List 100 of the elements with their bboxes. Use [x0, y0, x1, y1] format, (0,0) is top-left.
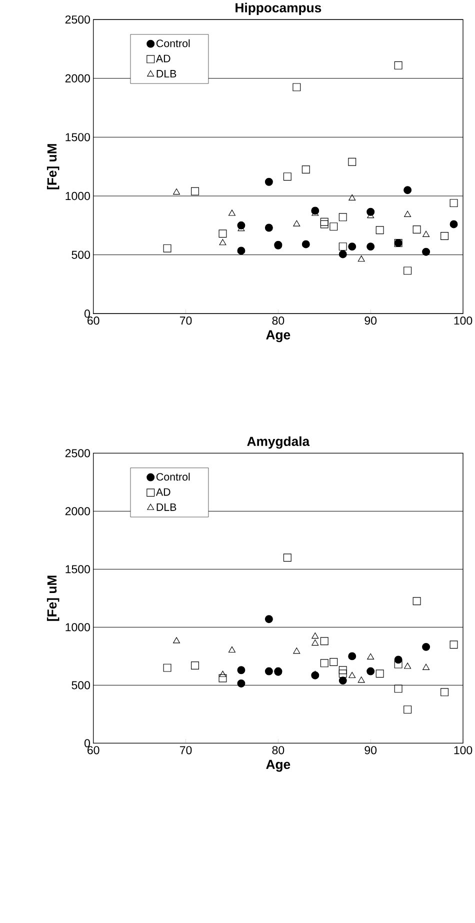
chart-title: Hippocampus: [235, 2, 321, 15]
point: [338, 250, 347, 258]
point: [376, 226, 384, 234]
y-tick-label: 2000: [65, 507, 90, 516]
point: [422, 230, 430, 237]
point: [450, 199, 458, 208]
point: [348, 652, 356, 660]
point: [440, 688, 448, 696]
point: [237, 246, 246, 255]
point: [218, 674, 227, 682]
x-tick-label: 70: [180, 746, 192, 754]
x-tick-label: 100: [454, 316, 472, 325]
legend-label: Control: [156, 472, 190, 481]
point: [338, 670, 347, 678]
y-axis-title: [Fe] uM: [46, 144, 60, 190]
y-tick-label: 500: [72, 681, 90, 690]
point: [293, 220, 300, 226]
point: [163, 664, 172, 672]
point: [348, 672, 356, 678]
point: [264, 615, 273, 624]
point: [329, 658, 338, 666]
legend-label: Control: [156, 39, 190, 48]
point: [338, 213, 347, 222]
point: [412, 226, 421, 234]
point: [403, 706, 412, 714]
point: [394, 660, 402, 668]
point: [293, 648, 300, 654]
point: [292, 83, 300, 92]
x-axis-title: Age: [266, 330, 290, 342]
point: [366, 208, 374, 216]
y-tick-label: 500: [72, 250, 90, 259]
point: [376, 670, 384, 678]
y-axis-title: [Fe] uM: [46, 576, 60, 621]
y-tick-label: 1000: [66, 192, 90, 200]
point: [190, 661, 199, 670]
x-tick-label: 90: [364, 316, 376, 325]
point: [403, 266, 412, 275]
point: [422, 642, 430, 651]
point: [403, 186, 412, 194]
x-tick-label: 90: [364, 746, 376, 754]
x-tick-label: 60: [87, 746, 100, 754]
y-tick-label: 1000: [66, 623, 90, 632]
point: [320, 218, 328, 226]
point: [394, 61, 402, 70]
point: [228, 210, 236, 216]
point: [366, 653, 374, 660]
point: [237, 679, 246, 688]
point: [283, 172, 292, 181]
point: [338, 242, 347, 251]
point: [264, 667, 273, 676]
point: [348, 242, 356, 251]
point: [348, 158, 356, 166]
point: [329, 222, 338, 231]
point: [172, 637, 180, 644]
legend-label: DLB: [156, 70, 176, 78]
point: [219, 239, 226, 246]
y-tick-label: 2500: [65, 449, 90, 458]
y-tick-label: 2500: [65, 15, 90, 24]
point: [366, 667, 374, 676]
point: [163, 244, 172, 252]
x-tick-label: 70: [180, 316, 192, 325]
x-tick-label: 80: [272, 746, 284, 754]
point: [450, 640, 458, 649]
chart-title: Amygdala: [246, 436, 310, 449]
x-tick-label: 100: [454, 746, 472, 754]
point: [237, 666, 246, 674]
y-tick-label: 0: [84, 310, 90, 318]
point: [348, 194, 356, 200]
point: [422, 664, 430, 670]
legend-label: AD: [156, 54, 170, 62]
point: [283, 554, 292, 562]
point: [404, 210, 411, 217]
point: [302, 240, 310, 248]
x-tick-label: 80: [272, 316, 284, 325]
x-tick-label: 60: [87, 316, 100, 325]
point: [190, 187, 199, 196]
point: [366, 242, 374, 251]
point: [358, 256, 365, 262]
point: [264, 224, 273, 232]
y-tick-label: 1500: [66, 133, 90, 142]
point: [218, 230, 227, 238]
point: [358, 676, 365, 683]
point: [338, 676, 347, 685]
y-tick-label: 1500: [66, 565, 90, 574]
point: [404, 662, 411, 669]
y-tick-label: 2000: [65, 74, 90, 82]
point: [422, 248, 430, 256]
y-tick-label: 0: [84, 739, 90, 748]
point: [394, 684, 402, 693]
x-axis-title: Age: [266, 760, 290, 772]
point: [450, 220, 458, 228]
point: [320, 659, 328, 668]
point: [311, 639, 318, 646]
point: [394, 656, 402, 664]
point: [219, 670, 226, 677]
legend-label: AD: [156, 488, 170, 496]
point: [302, 166, 310, 174]
point: [440, 232, 448, 240]
point: [264, 178, 273, 186]
legend-label: DLB: [156, 504, 176, 511]
